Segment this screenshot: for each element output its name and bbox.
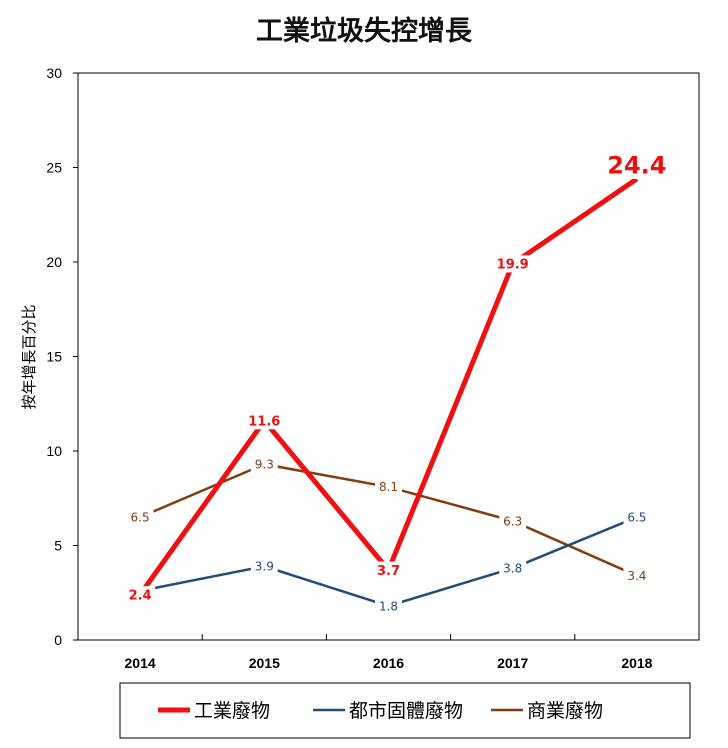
x-tick-label: 2018 bbox=[621, 655, 652, 671]
data-label: 8.1 bbox=[379, 480, 398, 494]
legend-label: 工業廢物 bbox=[194, 700, 270, 722]
data-label-bg bbox=[125, 586, 156, 604]
data-label: 6.5 bbox=[131, 510, 150, 524]
data-label: 3.7 bbox=[377, 564, 400, 579]
data-label-bg bbox=[499, 512, 527, 529]
x-axis: 2014 2015 2016 2017 2018 bbox=[125, 634, 653, 671]
data-label: 3.4 bbox=[627, 569, 646, 583]
data-label-bg bbox=[245, 412, 284, 430]
data-label-bg bbox=[604, 150, 670, 179]
y-tick-label: 30 bbox=[46, 65, 62, 81]
series-line bbox=[139, 515, 638, 608]
data-label-bg bbox=[375, 478, 402, 495]
y-tick-label: 20 bbox=[46, 254, 62, 270]
data-label: 24.4 bbox=[607, 151, 666, 179]
data-labels: 6.5 9.3 8.1 6.3 3.4 3.9 1.8 3.8 6.5 2.4 11.6 3.7 19.… bbox=[125, 150, 670, 614]
legend-label: 都市固體廢物 bbox=[349, 700, 463, 722]
data-label: 6.3 bbox=[503, 514, 522, 528]
data-label-bg bbox=[126, 509, 154, 526]
legend-items: 工業廢物 都市固體廢物 商業廢物 bbox=[158, 700, 603, 722]
data-label: 2.4 bbox=[129, 588, 152, 603]
data-label-bg bbox=[623, 567, 651, 584]
data-label: 1.8 bbox=[379, 599, 398, 613]
series-line bbox=[138, 176, 639, 597]
data-label-bg bbox=[493, 255, 532, 273]
data-label: 3.9 bbox=[255, 560, 274, 574]
data-label-bg bbox=[623, 509, 651, 526]
data-label: 19.9 bbox=[497, 258, 529, 273]
data-label: 6.5 bbox=[627, 510, 646, 524]
y-tick-label: 15 bbox=[46, 349, 62, 365]
data-label: 9.3 bbox=[255, 458, 274, 472]
y-tick-label: 5 bbox=[54, 538, 62, 554]
x-tick-label: 2016 bbox=[373, 655, 404, 671]
data-label-bg bbox=[499, 560, 527, 577]
series-group bbox=[138, 176, 639, 608]
data-label-bg bbox=[373, 561, 404, 579]
x-tick-label: 2017 bbox=[497, 655, 528, 671]
data-label: 3.8 bbox=[503, 562, 522, 576]
x-tick-label: 2015 bbox=[249, 655, 280, 671]
y-tick-label: 25 bbox=[46, 160, 62, 176]
y-axis-label: 按年增長百分比 bbox=[20, 304, 38, 409]
x-tick-label: 2014 bbox=[125, 655, 156, 671]
data-label-bg bbox=[250, 456, 278, 473]
y-tick-label: 10 bbox=[46, 443, 62, 459]
data-label-bg bbox=[250, 558, 278, 575]
data-label: 11.6 bbox=[248, 414, 280, 429]
chart-title: 工業垃圾失控增長 bbox=[256, 15, 473, 47]
legend-label: 商業廢物 bbox=[527, 700, 603, 722]
y-axis: 0 5 10 15 20 25 30 bbox=[46, 65, 78, 648]
y-tick-label: 0 bbox=[54, 632, 62, 648]
data-label-bg bbox=[375, 597, 402, 614]
legend bbox=[119, 682, 691, 739]
